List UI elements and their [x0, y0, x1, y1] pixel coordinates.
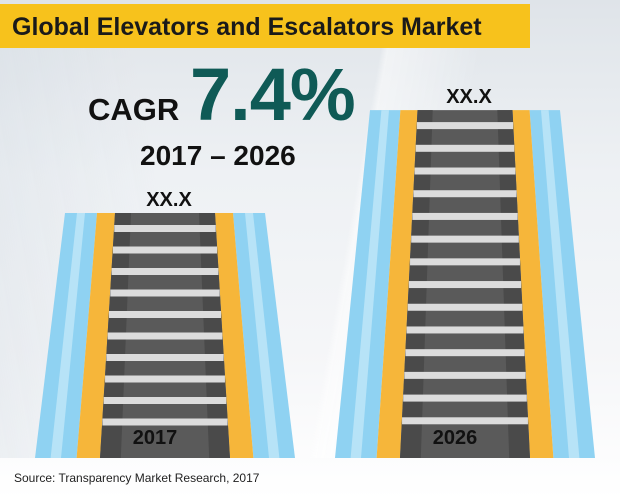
bar-step-2026-8 [408, 281, 522, 289]
bar-rail-highlight-right-2017 [245, 213, 280, 458]
bar-step-2026-14 [402, 417, 528, 425]
bar-step-2026-6 [411, 235, 519, 243]
bar-step-2026-5 [412, 212, 518, 220]
bar-step-2026-4 [413, 190, 517, 198]
bar-handrail-right-2017 [215, 213, 254, 458]
bar-rail-highlight-left-2017 [50, 213, 85, 458]
bar-rail-highlight-left-2026 [350, 110, 389, 458]
bar-step-2017-7 [106, 354, 224, 361]
bar-step-2026-10 [406, 326, 524, 334]
page-title: Global Elevators and Escalators Market [12, 13, 482, 41]
bar-step-2026-2 [415, 144, 515, 152]
bar-step-2017-10 [102, 418, 228, 426]
bar-step-2026-7 [410, 258, 520, 266]
bar-handrail-right-2026 [512, 110, 554, 458]
bar-rail-highlight-right-2026 [541, 110, 580, 458]
bar-handrail-left-2017 [76, 213, 115, 458]
bar-step-2017-1 [114, 225, 216, 232]
bar-step-2017-3 [111, 268, 219, 275]
cagr-label: CAGR [88, 92, 180, 127]
bar-step-2026-11 [405, 349, 525, 357]
category-label-2026: 2026 [433, 427, 478, 449]
forecast-period: 2017 – 2026 [140, 140, 296, 171]
bar-step-2026-13 [403, 394, 527, 402]
title-banner: Global Elevators and Escalators Market [0, 4, 530, 48]
bar-step-2017-6 [107, 332, 223, 340]
bar-step-2026-1 [416, 122, 514, 130]
bar-step-2026-12 [404, 371, 526, 379]
bar-handrail-left-2026 [376, 110, 418, 458]
data-label-2017: XX.X [146, 189, 192, 211]
bar-step-2017-4 [110, 289, 220, 297]
source-note: Source: Transparency Market Research, 20… [14, 471, 260, 485]
bar-step-2017-5 [109, 311, 221, 318]
bar-step-2026-3 [414, 167, 516, 175]
cagr-value: 7.4% [190, 53, 356, 136]
data-label-2026: XX.X [446, 86, 492, 108]
bar-step-2026-9 [407, 303, 523, 311]
bar-step-2017-8 [105, 375, 225, 383]
category-label-2017: 2017 [133, 427, 178, 449]
bar-step-2017-9 [103, 397, 227, 404]
bar-step-2017-2 [112, 246, 218, 254]
